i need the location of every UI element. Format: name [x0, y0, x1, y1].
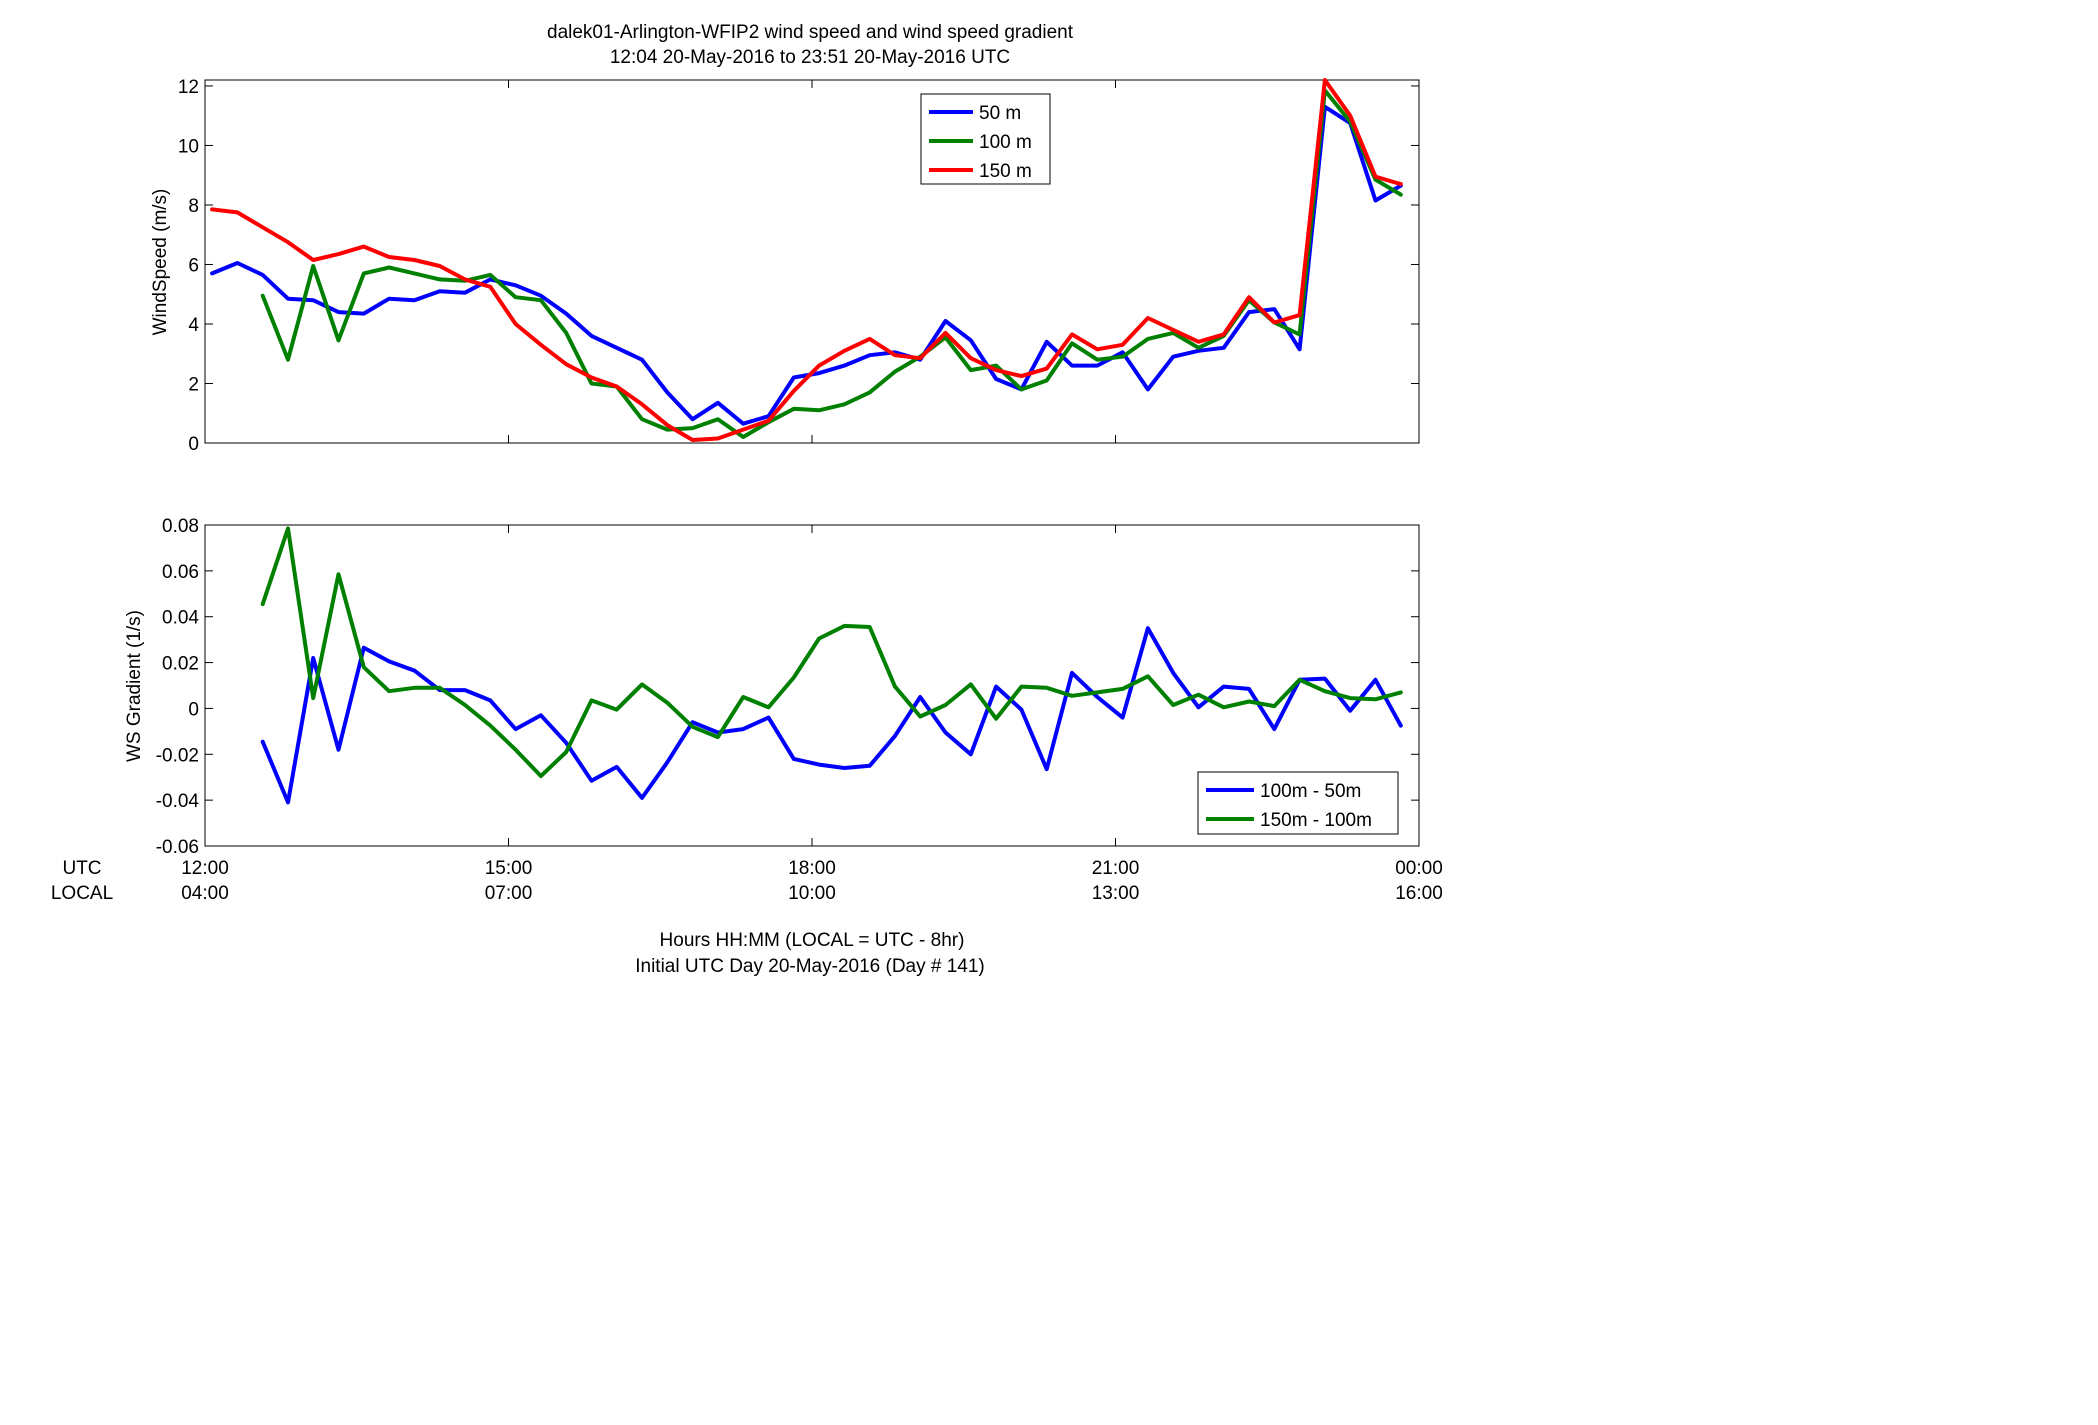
gradient-ytick-label: 0 [188, 699, 199, 720]
gradient-ytick-label: 0.06 [162, 562, 199, 583]
wind-speed-ytick-label: 2 [188, 374, 199, 395]
wind-speed-series-1-line [210, 104, 1403, 426]
gradient-series-2-line [260, 526, 1403, 779]
local-row-label: LOCAL [51, 883, 113, 904]
gradient-legend: 100m - 50m 150m - 100m [1197, 771, 1399, 835]
x-axis-label-line1: Hours HH:MM (LOCAL = UTC - 8hr) [660, 930, 965, 951]
gradient-y-ticks: -0.06 -0.04 -0.02 0 0.02 0.04 0.06 0.08 [156, 516, 1419, 858]
gradient-ytick-label: -0.06 [156, 837, 199, 858]
gradient-series [260, 526, 1403, 805]
gradient-x-ticks [204, 525, 1420, 846]
gradient-legend-box [1197, 771, 1399, 835]
wind-speed-legend: 50 m 100 m 150 m [920, 93, 1051, 185]
wind-speed-ytick-label: 12 [178, 77, 199, 98]
xtick-label-utc: 18:00 [788, 858, 836, 879]
utc-row-label: UTC [62, 858, 101, 879]
xtick-label-utc: 00:00 [1395, 858, 1443, 879]
wind-speed-ytick-label: 10 [178, 136, 199, 157]
wind-speed-legend-label: 100 m [979, 132, 1032, 153]
figure: dalek01-Arlington-WFIP2 wind speed and w… [50, 22, 1443, 977]
gradient-ytick-label: 0.02 [162, 654, 199, 675]
wind-speed-legend-label: 150 m [979, 161, 1032, 182]
gradient-ylabel: WS Gradient (1/s) [124, 610, 145, 762]
xtick-label-local: 04:00 [181, 883, 229, 904]
wind-speed-ytick-label: 0 [188, 434, 199, 455]
gradient-ytick-label: -0.02 [156, 745, 199, 766]
x-axis-label-line2: Initial UTC Day 20-May-2016 (Day # 141) [635, 956, 985, 977]
wind-speed-ylabel: WindSpeed (m/s) [150, 189, 171, 336]
wind-speed-ytick-label: 4 [188, 315, 199, 336]
xtick-label-utc: 15:00 [485, 858, 533, 879]
xtick-label-local: 13:00 [1092, 883, 1140, 904]
gradient-ytick-label: -0.04 [156, 791, 200, 812]
xtick-label-utc: 21:00 [1092, 858, 1140, 879]
wind-speed-panel: 0 2 4 6 8 10 12 WindSpeed (m/s) 50 m 100 m 150 m [150, 77, 1420, 455]
xtick-label-utc: 12:00 [181, 858, 229, 879]
gradient-legend-label: 100m - 50m [1260, 781, 1361, 802]
gradient-ytick-label: 0.04 [162, 608, 199, 629]
wind-speed-legend-label: 50 m [979, 103, 1021, 124]
gradient-panel: -0.06 -0.04 -0.02 0 0.02 0.04 0.06 0.08 WS Grad… [124, 516, 1420, 858]
wind-speed-ytick-label: 6 [188, 255, 199, 276]
wind-speed-x-ticks [204, 80, 1420, 443]
wind-speed-series-2-line [260, 88, 1403, 439]
xtick-label-local: 16:00 [1395, 883, 1443, 904]
xtick-label-local: 10:00 [788, 883, 836, 904]
x-tick-labels: 12:00 04:00 15:00 07:00 18:00 10:00 21:00 13:00… [181, 858, 1443, 904]
gradient-series-1-line [260, 626, 1403, 805]
figure-title-line1: dalek01-Arlington-WFIP2 wind speed and w… [547, 22, 1074, 43]
xtick-label-local: 07:00 [485, 883, 533, 904]
wind-speed-ytick-label: 8 [188, 196, 199, 217]
wind-speed-series [210, 78, 1403, 442]
gradient-ytick-label: 0.08 [162, 516, 199, 537]
wind-speed-y-ticks: 0 2 4 6 8 10 12 [178, 77, 1419, 455]
figure-title-line2: 12:04 20-May-2016 to 23:51 20-May-2016 U… [610, 47, 1010, 68]
wind-speed-series-3-line [210, 78, 1403, 442]
gradient-legend-label: 150m - 100m [1260, 810, 1372, 831]
